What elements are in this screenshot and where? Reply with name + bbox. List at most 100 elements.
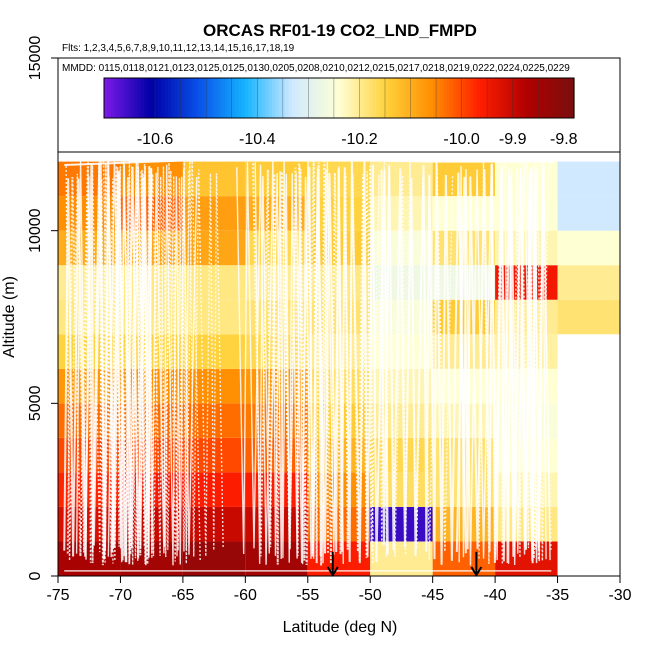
colorbar-segment — [134, 78, 139, 118]
colorbar-border — [103, 77, 575, 119]
colorbar-segment — [392, 78, 397, 118]
colorbar-segment — [422, 78, 427, 118]
colorbar-segment — [308, 78, 313, 118]
colorbar-segment — [540, 78, 545, 118]
colorbar-segment — [315, 78, 320, 118]
colorbar-tick-label: -10.6 — [137, 131, 174, 148]
x-tick-label: -60 — [234, 587, 257, 604]
heatmap-cell — [58, 472, 121, 507]
colorbar-segment — [140, 78, 145, 118]
colorbar-segment — [547, 78, 552, 118]
colorbar-segment — [130, 78, 135, 118]
flight-track — [75, 159, 153, 564]
colorbar-segment — [245, 78, 249, 118]
colorbar-segment — [218, 78, 223, 118]
colorbar-segment — [117, 78, 122, 118]
colorbar-segment — [523, 78, 528, 118]
heatmap-cell — [370, 506, 433, 542]
colorbar-segment — [486, 78, 491, 118]
colorbar-segment — [389, 78, 394, 118]
colorbar-segment — [436, 78, 441, 118]
colorbar-segment — [359, 78, 364, 118]
flight-track — [516, 167, 544, 550]
colorbar-segment — [171, 78, 176, 118]
colorbar-segment — [490, 78, 495, 118]
colorbar-segment — [375, 78, 380, 118]
colorbar-segment — [476, 78, 481, 118]
colorbar-segment — [355, 78, 360, 118]
colorbar-segment — [120, 78, 125, 118]
colorbar-segment — [386, 78, 390, 118]
colorbar-segment — [144, 78, 149, 118]
colorbar-segment — [278, 78, 283, 118]
colorbar-segment — [234, 78, 239, 118]
x-tick-label: -65 — [171, 587, 194, 604]
colorbar-segment — [258, 78, 263, 118]
colorbar-segment — [570, 78, 575, 118]
colorbar-segment — [104, 78, 108, 118]
colorbar-segment — [520, 78, 525, 118]
flight-tracks — [63, 157, 554, 572]
heatmap-cell — [370, 472, 433, 507]
heatmap-cell — [182, 196, 246, 231]
colorbar-segment — [325, 78, 330, 118]
colorbar-segment — [543, 78, 548, 118]
colorbar-segment — [110, 78, 115, 118]
colorbar-segment — [305, 78, 310, 118]
colorbar-segment — [446, 78, 451, 118]
colorbar-segment — [302, 78, 307, 118]
x-tick-label: -35 — [546, 587, 569, 604]
x-axis: -75 -70 -65 -60 -55 -50 -45 -40 -35 -30 — [46, 575, 632, 604]
y-tick-label: 10000 — [27, 208, 44, 253]
arrow-head — [470, 566, 483, 577]
colorbar-segment — [194, 78, 199, 118]
colorbar-segment — [419, 78, 424, 118]
x-tick-label: -75 — [46, 587, 69, 604]
colorbar — [103, 77, 575, 119]
colorbar-segment — [439, 78, 444, 118]
colorbar-segment — [500, 78, 505, 118]
colorbar-segment — [268, 78, 273, 118]
heatmap-cell — [557, 265, 620, 300]
colorbar-segment — [198, 78, 202, 118]
colorbar-segment — [402, 78, 407, 118]
colorbar-segment — [228, 78, 233, 118]
colorbar-segment — [473, 78, 478, 118]
colorbar-segment — [352, 78, 357, 118]
colorbar-segment — [362, 78, 367, 118]
y-axis: 0 5000 10000 15000 — [27, 36, 59, 580]
colorbar-segment — [312, 78, 317, 118]
colorbar-segment — [433, 78, 437, 118]
colorbar-segment — [285, 78, 290, 118]
heatmap-cell — [557, 299, 620, 335]
colorbar-segment — [537, 78, 542, 118]
colorbar-segment — [231, 78, 236, 118]
colorbar-segment — [342, 78, 347, 118]
colorbar-segment — [191, 78, 196, 118]
flights-label: Flts: 1,2,3,4,5,6,7,8,9,10,11,12,13,14,1… — [62, 43, 295, 54]
y-tick-label: 0 — [27, 571, 44, 580]
y-tick-label: 5000 — [27, 385, 44, 421]
colorbar-segment — [151, 78, 155, 118]
colorbar-segment — [114, 78, 119, 118]
colorbar-segment — [124, 78, 129, 118]
colorbar-segment — [335, 78, 340, 118]
colorbar-segment — [248, 78, 253, 118]
colorbar-segment — [443, 78, 448, 118]
colorbar-segment — [107, 78, 112, 118]
colorbar-segment — [275, 78, 280, 118]
flight-track — [380, 158, 467, 565]
heatmap-cell — [182, 265, 246, 300]
colorbar-segment — [466, 78, 471, 118]
colorbar-segment — [318, 78, 323, 118]
colorbar-segment — [137, 78, 142, 118]
heatmap-cell — [307, 334, 371, 369]
colorbar-segment — [271, 78, 276, 118]
colorbar-segment — [167, 78, 172, 118]
colorbar-segment — [349, 78, 354, 118]
arrow-head — [326, 566, 339, 577]
colorbar-segment — [553, 78, 558, 118]
colorbar-segment — [204, 78, 209, 118]
colorbar-segment — [513, 78, 518, 118]
colorbar-segment — [533, 78, 538, 118]
